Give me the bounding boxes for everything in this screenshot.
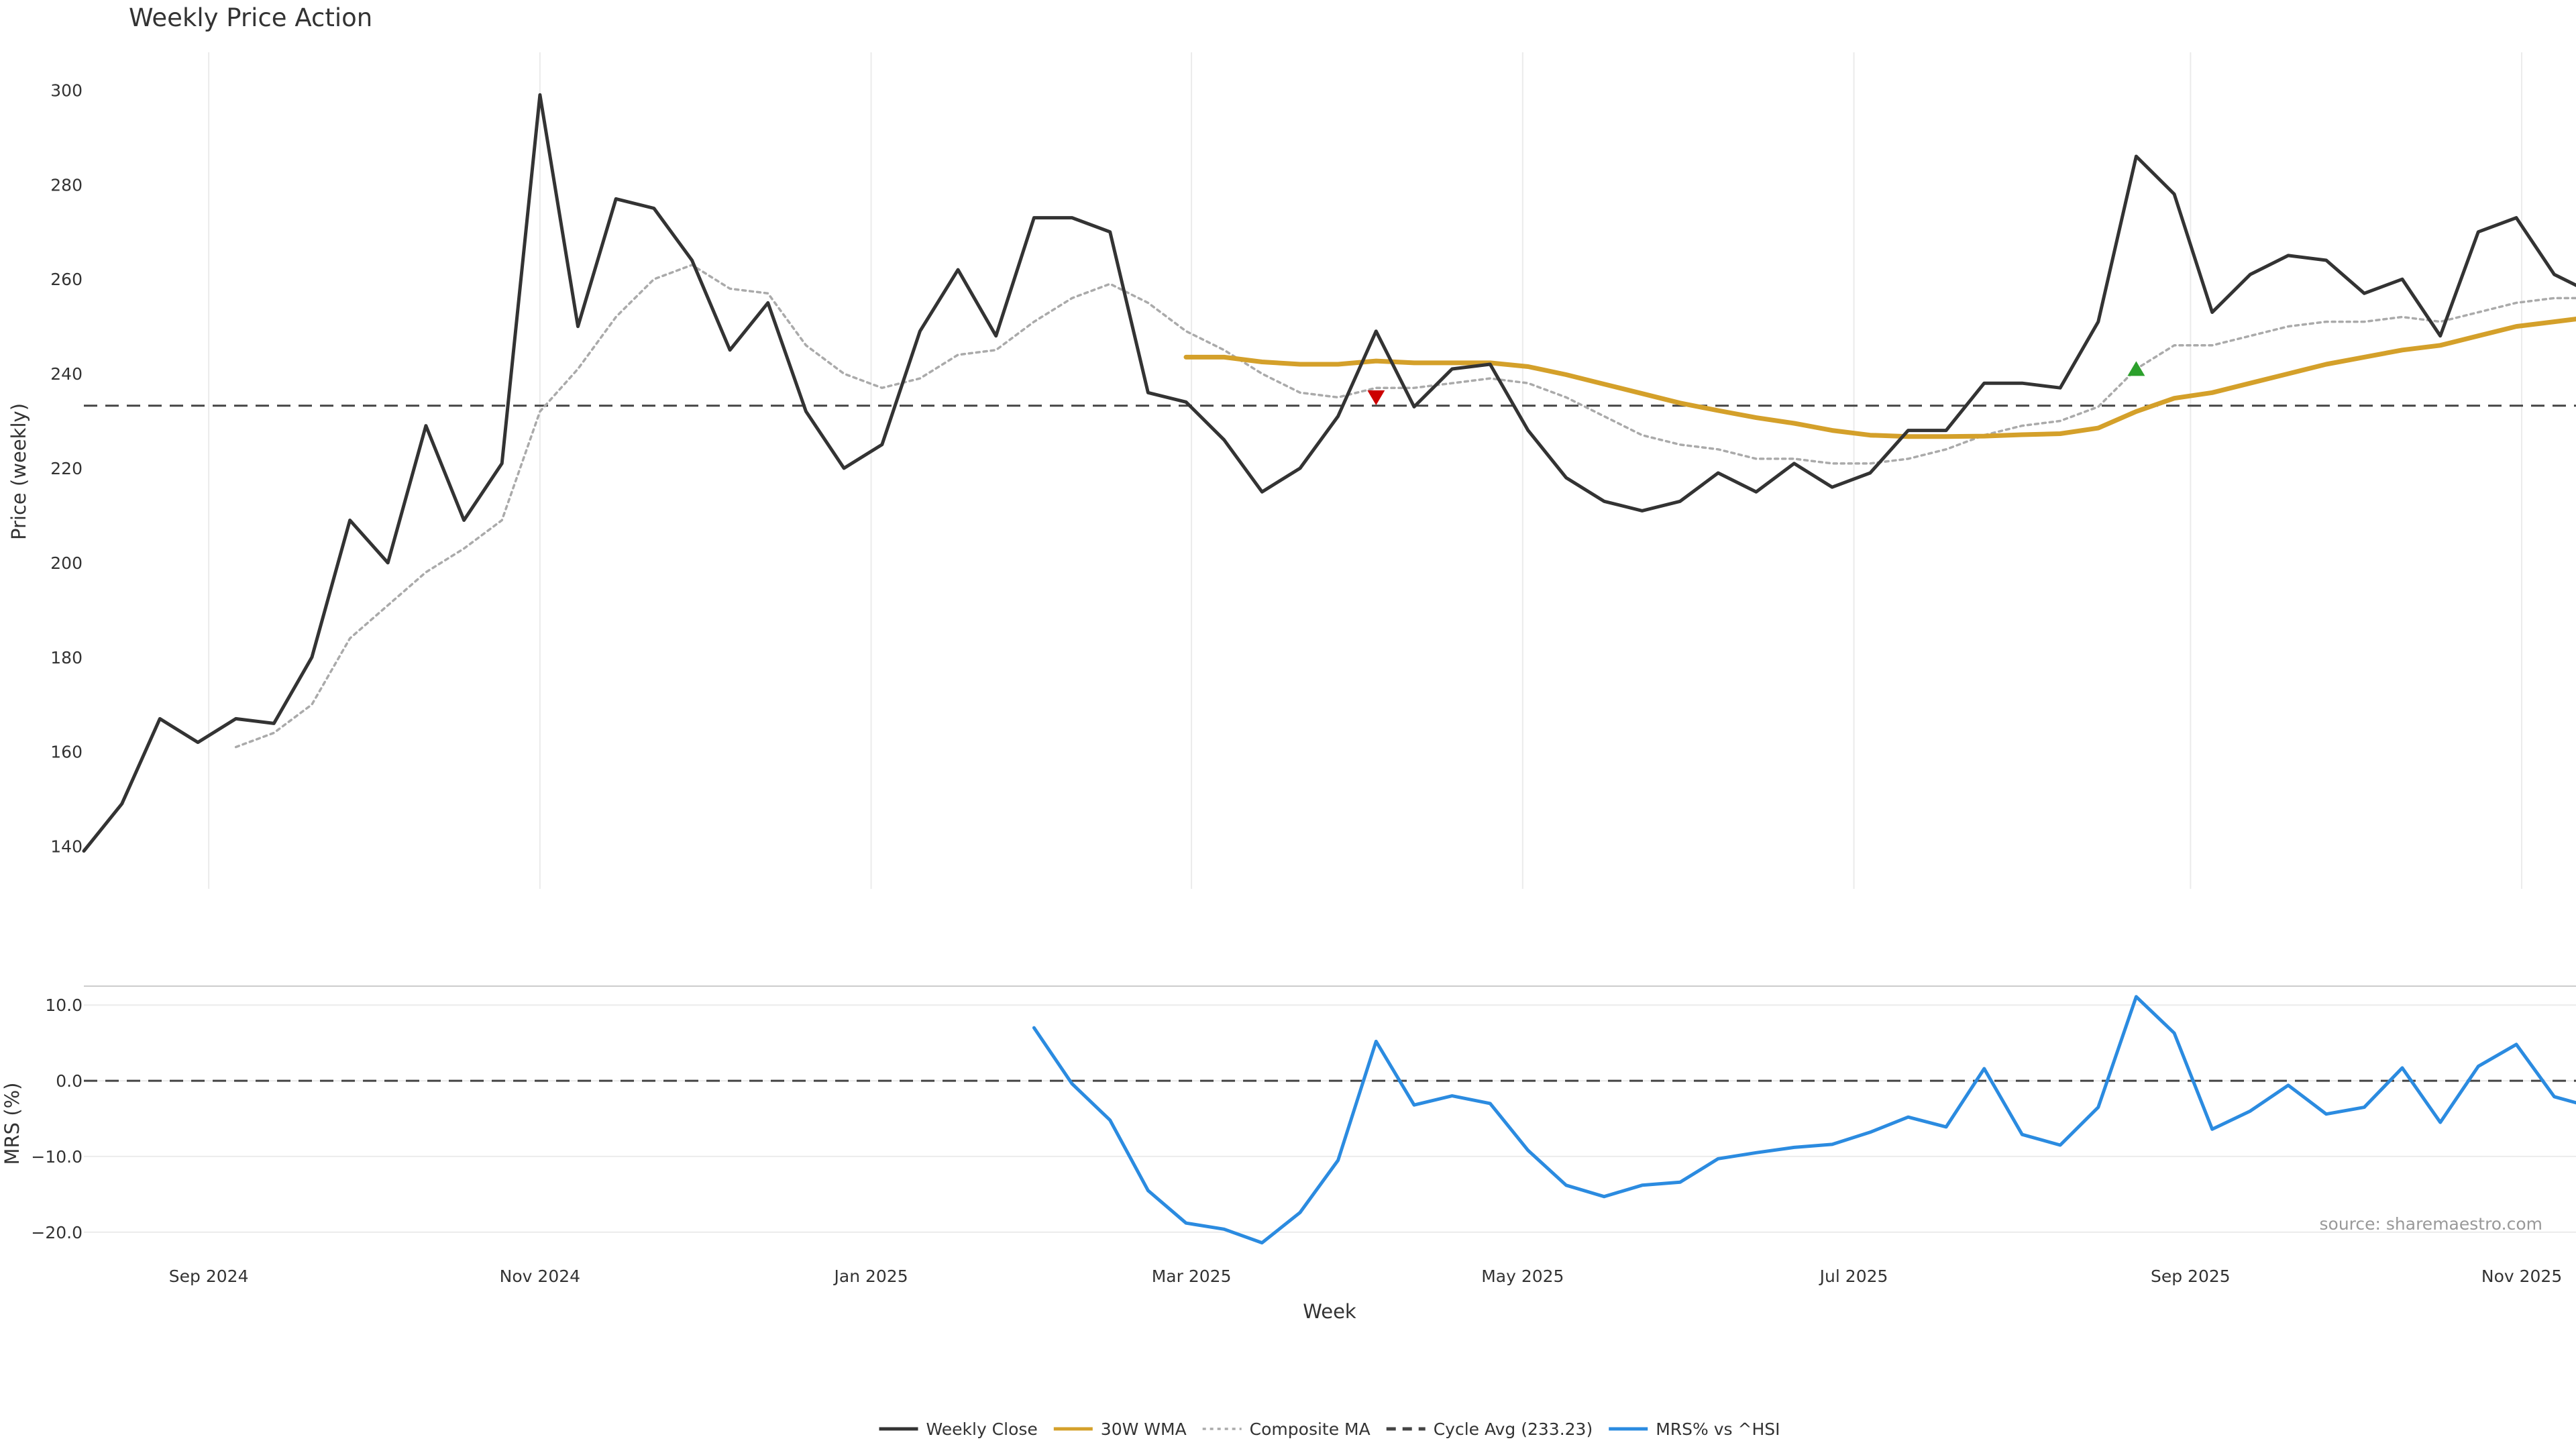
signal-marker-triangle-down-0: [1367, 390, 1385, 405]
legend-label-composite-ma: Composite MA: [1250, 1419, 1371, 1439]
mrs-y-tick-3: −20.0: [31, 1223, 83, 1242]
x-axis-label: Week: [1303, 1300, 1356, 1323]
mrs-y-tick-1: 0.0: [56, 1071, 83, 1091]
mrs-y-tick-2: −10.0: [31, 1147, 83, 1167]
x-tick-label-0: Sep 2024: [169, 1267, 249, 1286]
legend-label-weekly-close: Weekly Close: [926, 1419, 1038, 1439]
source-annotation: source: sharemaestro.com: [2320, 1214, 2543, 1234]
signal-marker-triangle-up-1: [2127, 361, 2145, 376]
x-tick-label-5: Jul 2025: [1819, 1267, 1888, 1286]
price-panel: 140 160 180 200 220 240 260 280 300: [50, 52, 2576, 889]
mrs-y-axis-label: MRS (%): [1, 1083, 23, 1165]
series-composite-ma-line: [234, 264, 2576, 749]
x-tick-label-6: Sep 2025: [2151, 1267, 2231, 1286]
price-y-tick-200: 200: [50, 553, 83, 573]
mrs-y-tick-0: 10.0: [45, 996, 83, 1015]
price-y-tick-240: 240: [50, 364, 83, 384]
series-weekly-close-line: [82, 93, 2576, 853]
x-tick-label-2: Jan 2025: [833, 1267, 908, 1286]
series-30w-wma-line: [1183, 317, 2576, 439]
price-y-tick-140: 140: [50, 837, 83, 857]
price-y-tick-300: 300: [50, 80, 83, 100]
legend-label-cycle-avg-233-23: Cycle Avg (233.23): [1434, 1419, 1593, 1439]
price-y-tick-180: 180: [50, 648, 83, 667]
price-y-tick-220: 220: [50, 459, 83, 478]
x-tick-label-1: Nov 2024: [500, 1267, 580, 1286]
price-y-tick-280: 280: [50, 175, 83, 195]
x-tick-label-4: May 2025: [1481, 1267, 1564, 1286]
mrs-panel: 10.0 0.0 −10.0 −20.0 Sep 2024 Nov 2024 Jan 202…: [31, 985, 2576, 1286]
series-mrs-line: [1032, 995, 2576, 1245]
price-y-axis-label: Price (weekly): [7, 403, 30, 540]
x-tick-label-3: Mar 2025: [1152, 1267, 1232, 1286]
x-tick-label-7: Nov 2025: [2481, 1267, 2562, 1286]
legend: Weekly Close 30W WMA Composite MA Cycle Avg…: [879, 1419, 1780, 1439]
price-y-tick-260: 260: [50, 270, 83, 289]
chart-title: Weekly Price Action: [129, 3, 372, 32]
legend-label-30w-wma: 30W WMA: [1101, 1419, 1187, 1439]
price-y-tick-160: 160: [50, 743, 83, 762]
legend-label-mrs-vs-hsi: MRS% vs ^HSI: [1656, 1419, 1780, 1439]
